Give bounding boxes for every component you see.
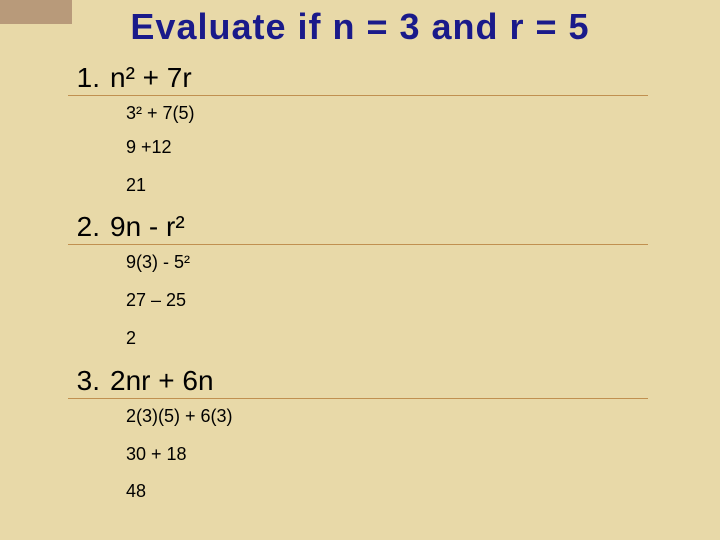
problem-expression: 2nr + 6n [110, 365, 648, 397]
problem: 3. 2nr + 6n 2(3)(5) + 6(3) 30 + 18 48 [68, 365, 648, 516]
problem: 1. n² + 7r 3² + 7(5) 9 +12 21 [68, 62, 648, 209]
work-step: 3² + 7(5) [68, 100, 648, 134]
expression-row: 1. n² + 7r [68, 62, 648, 96]
expression-row: 2. 9n - r² [68, 211, 648, 245]
problem-expression: n² + 7r [110, 62, 648, 94]
work-step: 9 +12 [68, 134, 648, 172]
problems-container: 1. n² + 7r 3² + 7(5) 9 +12 21 2. 9n - r²… [68, 62, 648, 518]
problem-number: 1. [68, 62, 110, 94]
problem-number: 3. [68, 365, 110, 397]
work-step: 27 – 25 [68, 287, 648, 325]
work-step: 2(3)(5) + 6(3) [68, 403, 648, 441]
work-step: 48 [68, 478, 648, 516]
work-step: 30 + 18 [68, 441, 648, 479]
page-title: Evaluate if n = 3 and r = 5 [0, 6, 720, 48]
expression-row: 3. 2nr + 6n [68, 365, 648, 399]
work-step: 21 [68, 172, 648, 210]
problem: 2. 9n - r² 9(3) - 5² 27 – 25 2 [68, 211, 648, 362]
work-step: 2 [68, 325, 648, 363]
problem-expression: 9n - r² [110, 211, 648, 243]
work-step: 9(3) - 5² [68, 249, 648, 287]
problem-number: 2. [68, 211, 110, 243]
